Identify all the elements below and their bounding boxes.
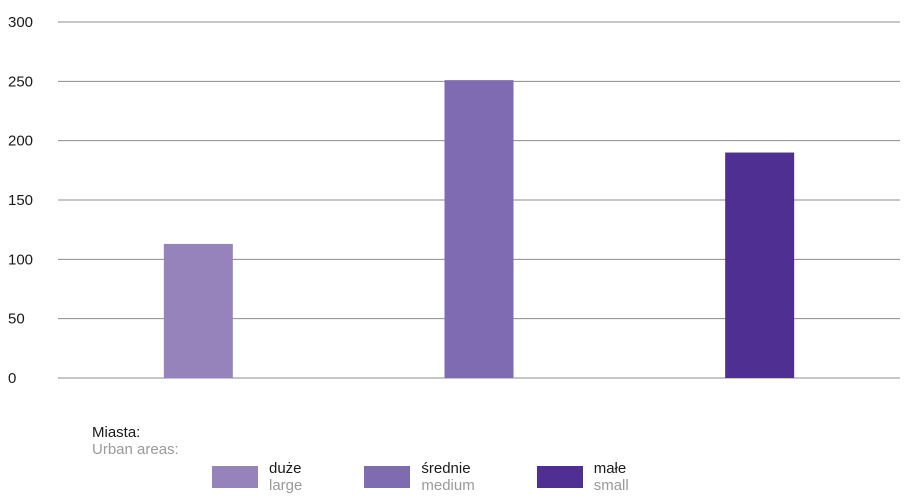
- bar-2: [725, 152, 795, 378]
- legend-swatch: [364, 466, 411, 488]
- legend: Miasta: Urban areas: duże large średnie med…: [92, 424, 792, 498]
- bar-chart: 0 50 100 150 200 250 300: [8, 14, 900, 387]
- legend-title: Miasta:: [92, 424, 141, 441]
- legend-label-en: large: [269, 477, 303, 494]
- y-tick-label: 150: [8, 192, 33, 209]
- legend-label: średnie medium: [421, 460, 474, 494]
- legend-label-en: medium: [421, 477, 475, 494]
- y-tick-label: 200: [8, 133, 33, 150]
- legend-label-pl: średnie: [421, 460, 471, 477]
- legend-label: duże large: [269, 460, 302, 494]
- y-tick-label: 50: [8, 311, 25, 328]
- legend-label-pl: duże: [269, 460, 302, 477]
- legend-label-en: small: [593, 477, 629, 494]
- legend-subtitle: Urban areas:: [92, 441, 179, 458]
- legend-item: małe small: [536, 460, 629, 494]
- legend-label-pl: małe: [593, 460, 627, 477]
- y-axis: 0 50 100 150 200 250 300: [8, 14, 33, 387]
- legend-item: duże large: [212, 460, 302, 494]
- y-tick-label: 250: [8, 73, 33, 90]
- bar-0: [163, 243, 233, 378]
- legend-swatch: [212, 466, 258, 488]
- y-tick-label: 0: [8, 370, 16, 387]
- legend-items: duże large średnie medium małe small: [212, 460, 691, 494]
- legend-swatch: [536, 466, 583, 488]
- legend-label: małe small: [594, 460, 629, 494]
- bars: [163, 80, 795, 378]
- bar-1: [444, 80, 514, 378]
- y-tick-label: 300: [8, 14, 33, 31]
- y-tick-label: 100: [8, 251, 33, 268]
- legend-item: średnie medium: [364, 460, 475, 494]
